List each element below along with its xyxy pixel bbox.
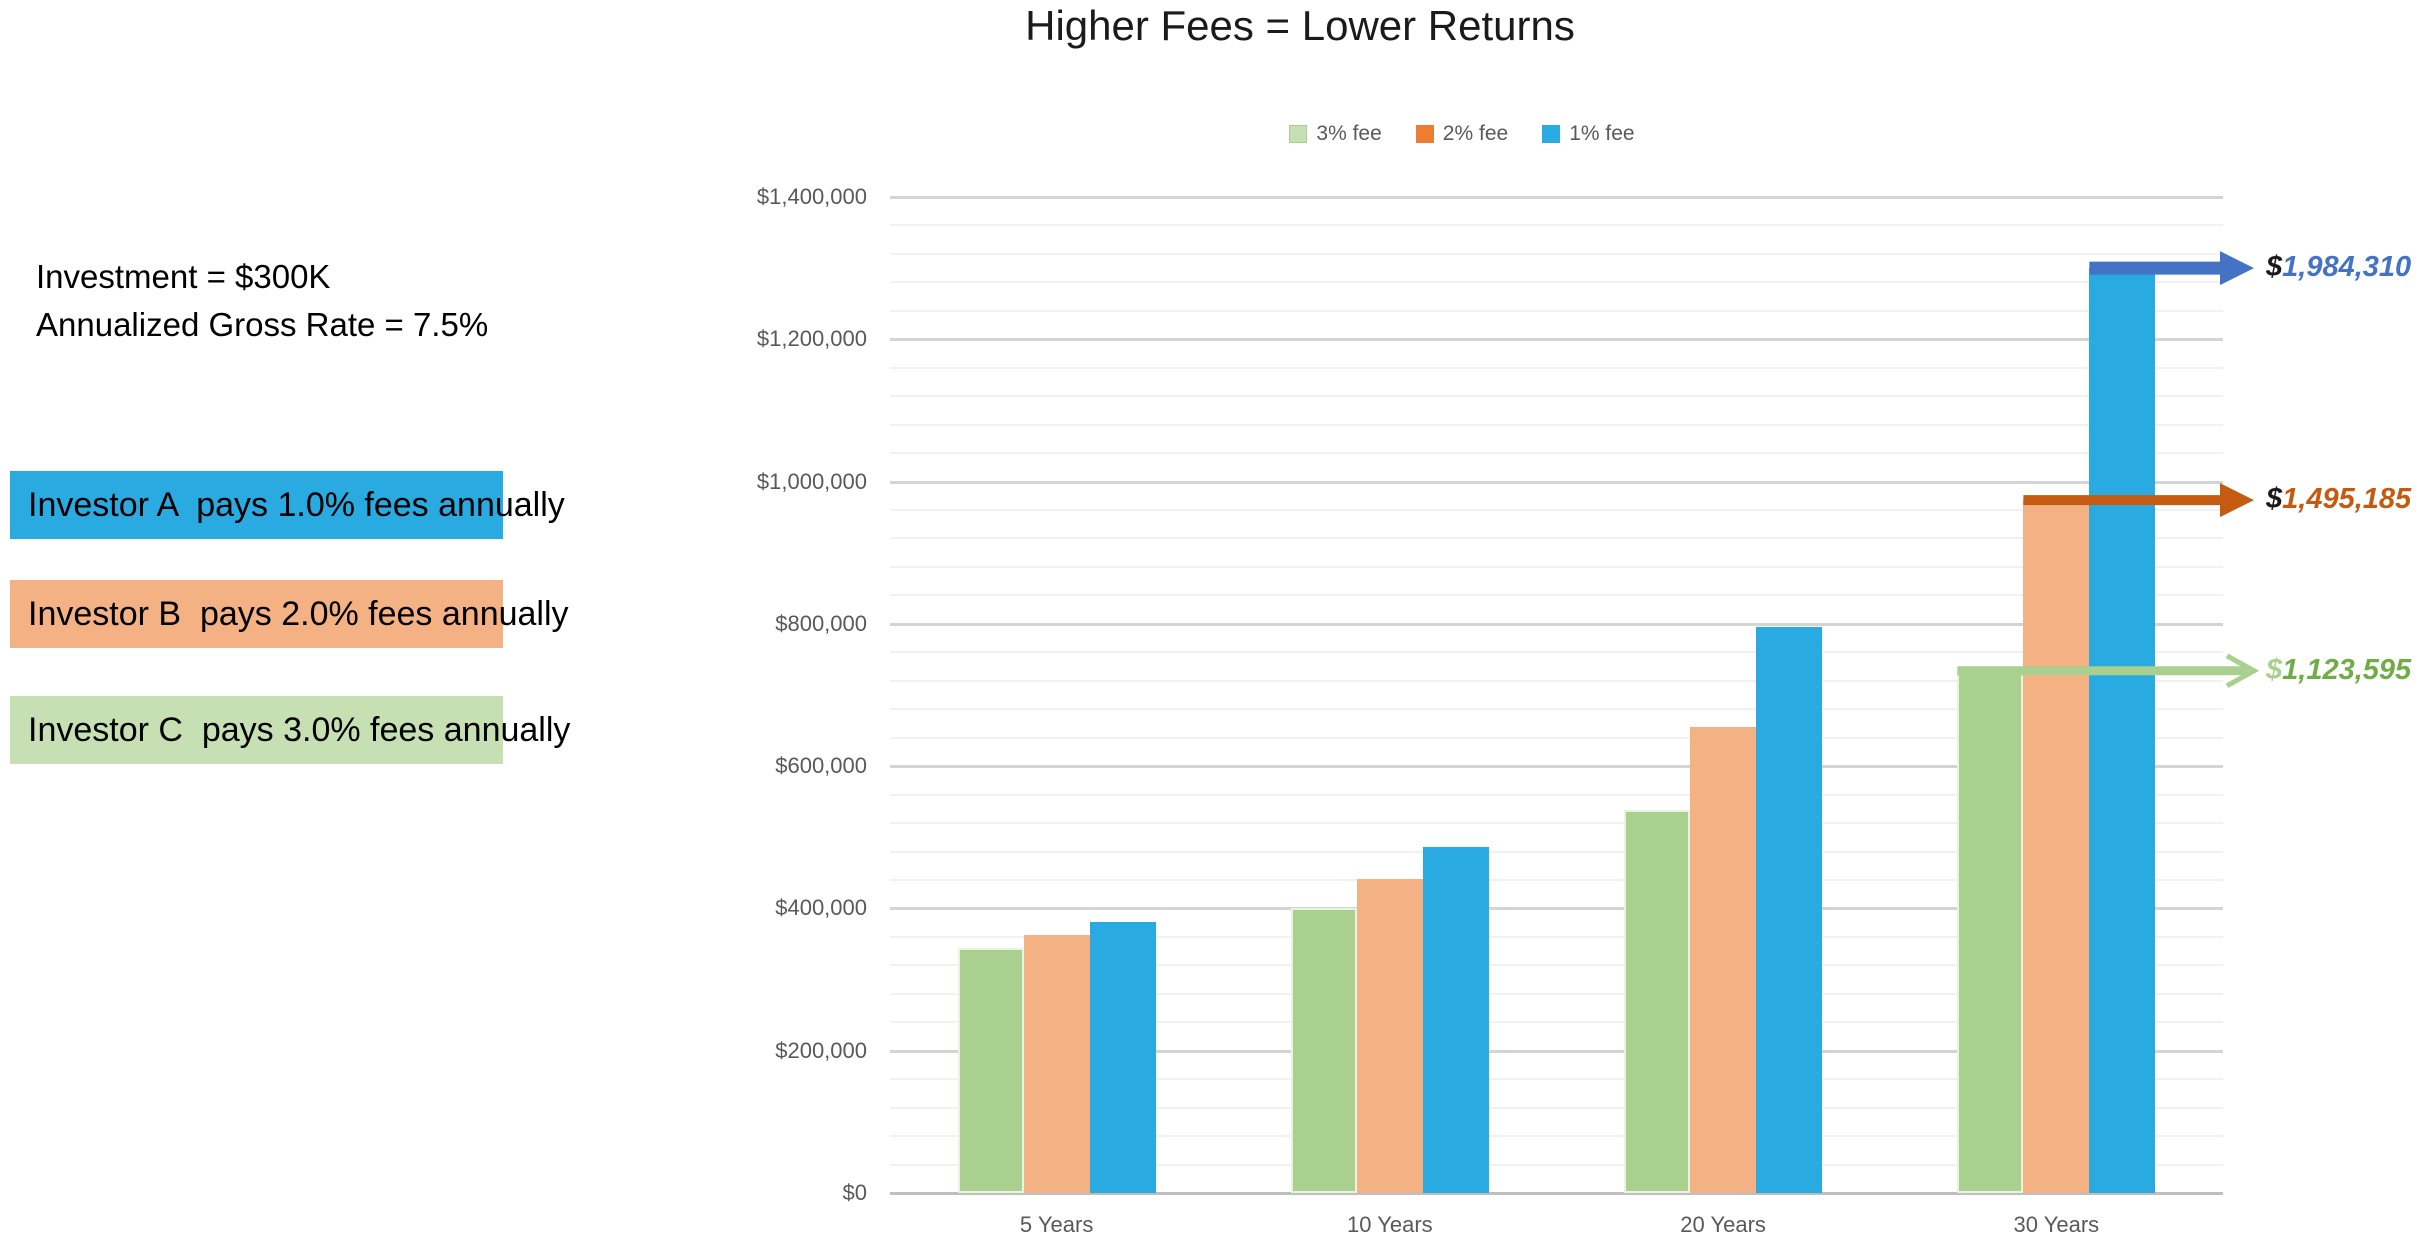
- gridline-major: [890, 622, 2223, 626]
- x-tick-label: 5 Years: [1019, 1212, 1094, 1237]
- gridline-minor: [890, 565, 2223, 568]
- investment-note: Investment = $300K: [36, 258, 331, 295]
- gridline-major: [890, 196, 2223, 199]
- bar-2pct-fee-30-years: [2023, 500, 2090, 1193]
- legend-swatch-icon: [1289, 125, 1308, 143]
- investor-box-label: Investor A pays 1.0% fees annually: [28, 485, 565, 524]
- gridline-major: [890, 1049, 2223, 1053]
- bar-2pct-fee-5-years: [1023, 934, 1090, 1193]
- gridline-minor: [890, 509, 2223, 512]
- gridline-major: [890, 480, 2223, 484]
- chart-legend: 3% fee 2% fee 1% fee: [1129, 122, 1795, 146]
- gridline-minor: [890, 1163, 2223, 1166]
- callout-dollar-sign: $: [2266, 251, 2283, 284]
- gridline-minor: [890, 594, 2223, 597]
- bar-3pct-fee-30-years: [1957, 670, 2024, 1193]
- x-tick-label: 10 Years: [1347, 1212, 1433, 1237]
- gridline-minor: [890, 679, 2223, 682]
- gridline-major: [890, 765, 2223, 769]
- legend-item-label: 3% fee: [1316, 122, 1382, 145]
- bar-3pct-fee-20-years: [1624, 810, 1691, 1193]
- y-tick-label: $0: [842, 1180, 867, 1205]
- legend-item-3pct-fee: 3% fee: [1289, 122, 1382, 146]
- callout-amount: 1,123,595: [2282, 653, 2412, 686]
- investor-box-b: Investor B pays 2.0% fees annually: [10, 580, 569, 648]
- legend-item-2pct-fee: 2% fee: [1415, 122, 1509, 146]
- investor-box-label: Investor C pays 3.0% fees annually: [28, 710, 571, 749]
- gridline-minor: [890, 1106, 2223, 1109]
- chart-title: Higher Fees = Lower Returns: [1025, 2, 1575, 49]
- x-tick-label: 20 Years: [1680, 1212, 1766, 1237]
- gridline-minor: [890, 1135, 2223, 1138]
- y-tick-label: $800,000: [775, 610, 867, 636]
- gridline-minor: [890, 850, 2223, 853]
- x-tick-label: 30 Years: [2013, 1212, 2100, 1237]
- bar-2pct-fee-10-years: [1356, 879, 1423, 1193]
- y-tick-label: $1,200,000: [756, 326, 867, 352]
- y-tick-label: $200,000: [775, 1037, 867, 1063]
- gridline-minor: [890, 708, 2223, 711]
- bar-1pct-fee-10-years: [1422, 847, 1489, 1193]
- callout-amount: 1,495,185: [2282, 483, 2412, 516]
- gridline-minor: [890, 1021, 2223, 1024]
- legend-item-label: 2% fee: [1442, 122, 1509, 145]
- callout-label-2pct-fee: $1,495,185: [2266, 480, 2411, 518]
- gridline-major: [890, 338, 2223, 342]
- callout-dollar-sign: $: [2266, 653, 2283, 686]
- y-tick-label: $600,000: [775, 753, 867, 779]
- callout-dollar-sign: $: [2266, 483, 2283, 516]
- gridline-minor: [890, 252, 2223, 255]
- bar-2pct-fee-20-years: [1690, 727, 1757, 1193]
- callout-label-1pct-fee: $1,984,310: [2266, 248, 2411, 286]
- gridline-minor: [890, 281, 2223, 284]
- gridline-minor: [890, 1078, 2223, 1081]
- x-axis-line: [890, 1192, 2223, 1195]
- bar-1pct-fee-5-years: [1089, 921, 1156, 1193]
- legend-swatch-icon: [1542, 125, 1561, 143]
- gridline-minor: [890, 452, 2223, 455]
- gridline-minor: [890, 366, 2223, 369]
- gridline-minor: [890, 822, 2223, 825]
- gross-rate-note: Annualized Gross Rate = 7.5%: [36, 306, 489, 343]
- gridline-minor: [890, 651, 2223, 654]
- y-tick-label: $1,000,000: [756, 468, 867, 494]
- legend-swatch-icon: [1415, 125, 1434, 143]
- investor-box-a: Investor A pays 1.0% fees annually: [10, 471, 565, 539]
- y-tick-label: $400,000: [775, 895, 867, 921]
- gridline-minor: [890, 935, 2223, 938]
- gridline-major: [890, 907, 2223, 911]
- gridline-minor: [890, 736, 2223, 739]
- bar-3pct-fee-10-years: [1290, 908, 1357, 1193]
- gridline-minor: [890, 878, 2223, 881]
- gridline-minor: [890, 309, 2223, 312]
- bar-3pct-fee-5-years: [957, 948, 1024, 1193]
- investor-box-label: Investor B pays 2.0% fees annually: [28, 594, 569, 633]
- gridline-minor: [890, 964, 2223, 967]
- gridline-minor: [890, 224, 2223, 227]
- gridline-minor: [890, 395, 2223, 398]
- callout-amount: 1,984,310: [2282, 251, 2412, 284]
- gridline-minor: [890, 992, 2223, 995]
- gridline-minor: [890, 537, 2223, 540]
- bar-1pct-fee-30-years: [2089, 268, 2156, 1193]
- callout-label-3pct-fee: $1,123,595: [2266, 651, 2411, 689]
- y-tick-label: $1,400,000: [756, 184, 867, 209]
- investor-box-c: Investor C pays 3.0% fees annually: [10, 696, 570, 764]
- legend-item-1pct-fee: 1% fee: [1542, 122, 1635, 146]
- legend-item-label: 1% fee: [1569, 122, 1635, 145]
- gridline-minor: [890, 793, 2223, 796]
- bar-1pct-fee-20-years: [1756, 626, 1823, 1193]
- gridline-minor: [890, 423, 2223, 426]
